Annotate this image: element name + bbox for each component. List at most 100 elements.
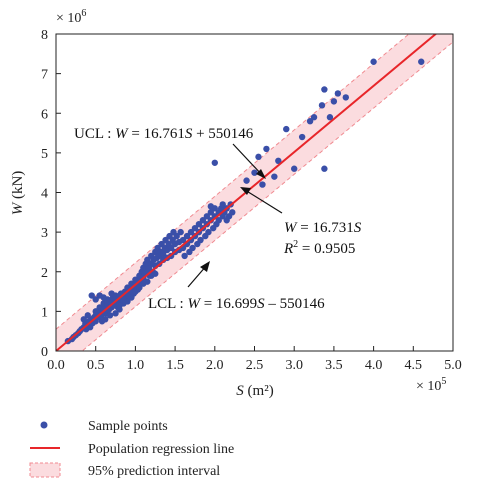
- y-tick-label: 2: [41, 266, 48, 281]
- sample-point: [211, 159, 218, 166]
- sample-point: [92, 296, 99, 303]
- ucl-annotation: UCL : W = 16.761S + 550146: [74, 126, 254, 142]
- sample-point: [205, 228, 212, 236]
- x-tick-label: 3.0: [285, 358, 303, 373]
- regression-arrowhead: [240, 187, 251, 195]
- sample-point: [283, 125, 290, 133]
- sample-point: [120, 296, 127, 303]
- sample-point: [219, 201, 226, 208]
- sample-point: [306, 117, 314, 125]
- sample-point: [310, 114, 318, 121]
- sample-point: [183, 232, 191, 240]
- x-tick-label: 1.5: [166, 358, 184, 373]
- sample-point: [187, 228, 195, 236]
- r2-annotation: R2 = 0.9505: [283, 239, 355, 257]
- sample-point: [84, 312, 91, 319]
- sample-point: [80, 316, 87, 323]
- y-tick-label: 0: [41, 345, 48, 360]
- sample-point: [195, 221, 203, 228]
- y-tick-label: 8: [41, 28, 48, 43]
- y-tick-label: 7: [41, 68, 48, 83]
- lcl-line: [81, 41, 453, 351]
- annotations: UCL : W = 16.761S + 550146 W = 16.731S R…: [74, 126, 362, 312]
- sample-point: [275, 157, 282, 164]
- sample-point: [263, 145, 270, 153]
- legend-point-marker: [40, 421, 48, 429]
- sample-point: [159, 250, 167, 258]
- sample-point: [342, 94, 350, 101]
- ucl-arrow: [232, 143, 264, 177]
- sample-point: [321, 165, 328, 172]
- sample-point: [98, 318, 106, 325]
- y-multiplier: × 106: [56, 8, 86, 26]
- sample-point: [108, 290, 115, 297]
- sample-point: [144, 278, 151, 285]
- regression-line: [56, 34, 438, 351]
- regression-arrow: [244, 189, 283, 214]
- x-tick-label: 1.0: [127, 358, 145, 373]
- x-tick-label: 4.5: [405, 358, 423, 373]
- x-tick-label: 0.5: [87, 358, 105, 373]
- y-tick-label: 5: [41, 147, 48, 162]
- sample-point: [199, 217, 207, 224]
- sample-point: [271, 173, 278, 180]
- sample-point: [229, 209, 236, 216]
- sample-point: [326, 114, 334, 121]
- sample-point: [106, 312, 114, 319]
- sample-point: [181, 252, 188, 260]
- sample-point: [298, 133, 306, 141]
- x-tick-label: 2.5: [246, 358, 264, 373]
- sample-point: [112, 310, 119, 317]
- sample-point: [116, 302, 123, 309]
- y-ticks: 0 1 2 3 4 5 6 7 8: [41, 28, 61, 360]
- sample-point: [330, 98, 338, 105]
- y-tick-label: 6: [41, 107, 48, 122]
- x-axis-label: S (m²): [236, 383, 273, 399]
- x-multiplier: × 105: [416, 376, 446, 394]
- sample-point: [173, 232, 180, 240]
- sample-point: [152, 270, 159, 277]
- sample-point: [88, 292, 95, 299]
- sample-point: [418, 58, 425, 65]
- legend-band-marker: [29, 462, 61, 478]
- lcl-annotation: LCL : W = 16.699S – 550146: [148, 296, 325, 312]
- sample-point: [167, 244, 175, 252]
- sample-point: [243, 177, 250, 184]
- sample-point: [100, 294, 107, 301]
- lcl-arrowhead: [200, 261, 210, 272]
- legend-item-band: 95% prediction interval: [88, 464, 220, 479]
- legend-item-points: Sample points: [88, 419, 168, 434]
- regression-annotation: W = 16.731S: [284, 220, 362, 236]
- x-tick-label: 4.0: [365, 358, 383, 373]
- x-tick-label: 3.5: [325, 358, 343, 373]
- sample-point: [255, 153, 262, 161]
- sample-point: [203, 213, 211, 220]
- sample-point: [215, 217, 222, 224]
- sample-point: [251, 169, 258, 176]
- ucl-arrowhead: [256, 169, 266, 179]
- x-tick-label: 2.0: [206, 358, 224, 373]
- sample-point: [104, 298, 111, 305]
- sample-point: [179, 236, 187, 244]
- y-tick-label: 1: [41, 305, 48, 320]
- sample-point: [136, 284, 143, 291]
- sample-point: [334, 90, 342, 97]
- sample-point: [197, 236, 204, 244]
- sample-point: [144, 256, 151, 264]
- sample-point: [177, 228, 184, 236]
- x-tick-label: 5.0: [444, 358, 462, 373]
- sample-point: [370, 58, 377, 65]
- sample-point: [207, 203, 215, 210]
- sample-point: [207, 209, 215, 216]
- y-tick-label: 4: [41, 187, 48, 202]
- regression-line-layer: [56, 34, 438, 351]
- x-ticks: 0.0 0.5 1.0 1.5 2.0 2.5 3.0 3.5 4.0 4.5 5.0: [47, 346, 462, 373]
- sample-point: [128, 294, 135, 301]
- sample-point: [291, 165, 298, 172]
- sample-point: [92, 308, 99, 315]
- sample-point: [189, 244, 196, 252]
- legend-item-regression: Population regression line: [88, 442, 234, 457]
- ucl-line: [56, 34, 410, 330]
- sample-point: [259, 181, 266, 188]
